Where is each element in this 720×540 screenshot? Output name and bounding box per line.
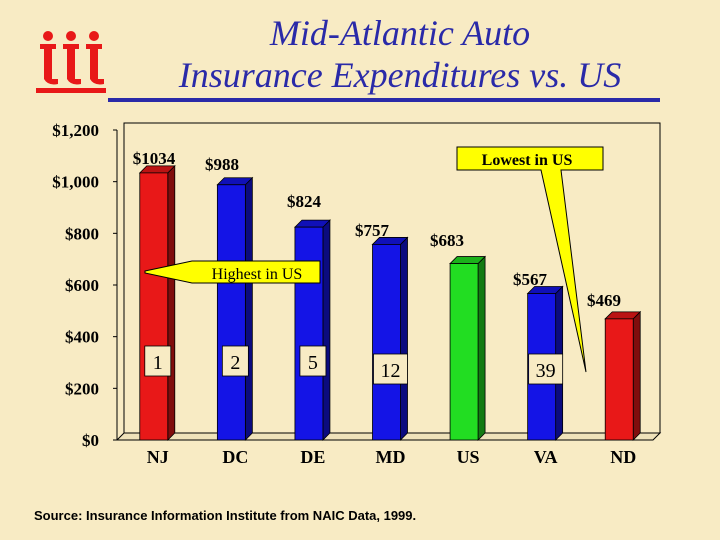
bar-side-dc [244,176,253,441]
data-label: $567 [513,270,548,289]
rank-box [373,353,408,385]
rank-label: 39 [536,360,556,382]
y-tick-label: $200 [65,379,99,398]
x-tick-label: DE [300,447,325,467]
callout-highest-label: Highest in US [212,266,303,283]
rank-box [528,353,564,385]
bar-dc [216,184,246,441]
iii-logo [36,31,106,93]
bar-side-nd [632,310,641,441]
bar-nj [139,172,169,441]
source-note: Source: Insurance Information Institute … [34,508,417,523]
bar-de [294,226,324,441]
y-tick-label: $1,000 [52,173,99,192]
rank-box [299,345,327,377]
x-tick-label: ND [610,447,636,467]
x-tick-label: US [457,447,480,467]
x-tick-label: DC [222,447,248,467]
bar-side-de [322,219,331,441]
bar-nd [604,318,634,441]
y-tick-label: $0 [82,431,99,450]
data-label: $824 [287,192,322,211]
title-line-2: Insurance Expenditures vs. US [178,55,622,95]
data-label: $683 [430,231,464,250]
rank-box [221,345,249,377]
data-label: $1034 [133,149,176,168]
title-underline [108,98,660,102]
bar-us [449,263,479,441]
x-tick-label: NJ [147,447,169,467]
bar-side-md [400,236,408,441]
bar-side-nj [167,164,176,441]
data-label: $469 [587,291,621,310]
rank-label: 1 [153,352,163,374]
rank-label: 2 [230,352,240,374]
rank-box [144,345,172,377]
data-label: $757 [355,221,390,240]
y-tick-label: $600 [65,276,99,295]
page-title: Mid-Atlantic Auto Insurance Expenditures… [120,12,680,96]
x-tick-label: MD [376,447,406,467]
callout-lowest [456,146,604,373]
rank-label: 5 [308,352,318,374]
rank-label: 12 [381,360,401,382]
y-tick-label: $1,200 [52,121,99,140]
data-label: $988 [205,155,239,174]
callout-highest [144,260,321,284]
bar-md [372,244,401,441]
y-tick-label: $800 [65,224,99,243]
y-tick-label: $400 [65,328,99,347]
bar-side-us [477,255,486,441]
x-tick-label: VA [534,447,558,467]
title-line-1: Mid-Atlantic Auto [269,13,531,53]
callout-lowest-label: Lowest in US [482,152,573,169]
